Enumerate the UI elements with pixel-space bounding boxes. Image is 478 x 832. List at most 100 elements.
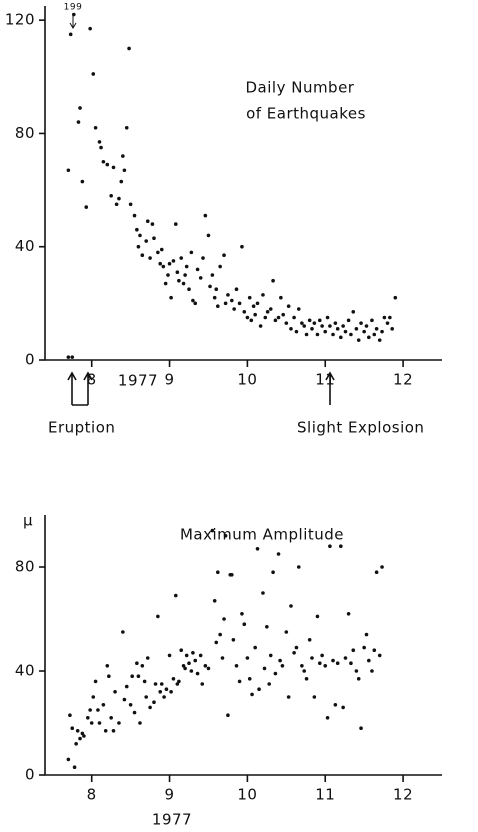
point — [66, 355, 71, 359]
point — [300, 664, 304, 668]
point — [323, 329, 328, 334]
point — [230, 573, 234, 577]
point — [374, 327, 379, 331]
point — [212, 599, 217, 603]
point — [380, 565, 384, 569]
point — [187, 661, 191, 665]
point — [136, 244, 141, 249]
point — [158, 261, 163, 266]
point — [223, 301, 228, 306]
point — [124, 125, 129, 130]
point — [284, 630, 289, 634]
point — [226, 293, 230, 297]
point — [93, 125, 98, 130]
point — [289, 604, 293, 608]
point — [382, 315, 387, 320]
point — [89, 721, 94, 725]
point — [208, 284, 212, 289]
point — [91, 72, 96, 76]
point — [242, 622, 247, 626]
point — [145, 656, 150, 660]
point — [333, 321, 338, 325]
point — [304, 677, 309, 681]
point — [144, 695, 148, 699]
point — [372, 332, 377, 337]
point — [140, 664, 145, 668]
point — [175, 682, 180, 686]
chart-title: of Earthquakes — [246, 105, 366, 123]
point — [117, 721, 121, 725]
point — [111, 729, 116, 733]
point — [132, 710, 137, 715]
point — [364, 324, 369, 328]
point — [124, 684, 129, 689]
y-tick-label: 80 — [15, 124, 35, 142]
point — [263, 315, 268, 320]
x-tick-label: 10 — [237, 371, 257, 389]
point — [99, 145, 103, 150]
point — [198, 276, 203, 280]
point — [247, 295, 252, 300]
point — [158, 690, 163, 694]
point — [218, 632, 222, 637]
point — [138, 721, 142, 725]
point — [315, 332, 320, 337]
x-tick-label: 9 — [165, 371, 175, 389]
point — [289, 327, 293, 331]
point — [152, 236, 156, 241]
point — [331, 658, 335, 663]
point — [232, 307, 236, 311]
point — [300, 321, 304, 325]
point — [127, 46, 131, 51]
point — [148, 705, 152, 710]
point — [206, 233, 211, 238]
point — [76, 120, 81, 124]
point — [183, 273, 187, 277]
point — [184, 653, 189, 658]
point — [339, 544, 343, 548]
point — [247, 677, 252, 681]
explosion-arrow — [325, 371, 335, 405]
x-tick-label: 12 — [393, 786, 413, 804]
point — [356, 677, 361, 681]
point — [101, 703, 106, 707]
point — [75, 729, 80, 733]
point — [245, 656, 250, 660]
point — [210, 273, 215, 277]
axes — [44, 6, 442, 361]
point — [253, 312, 257, 317]
point — [140, 253, 145, 258]
point — [78, 106, 82, 110]
point — [88, 708, 92, 712]
x-tick-label: 9 — [165, 786, 175, 804]
point — [121, 154, 125, 158]
point — [218, 264, 222, 269]
point — [177, 278, 181, 283]
point — [216, 570, 220, 574]
point — [359, 321, 363, 325]
point — [310, 656, 314, 660]
point — [335, 661, 340, 665]
point — [370, 318, 374, 323]
point — [181, 281, 186, 286]
point — [105, 664, 110, 668]
y-tick-label: 0 — [25, 351, 35, 369]
point — [296, 565, 301, 569]
point — [278, 658, 282, 663]
point — [279, 295, 283, 300]
point — [257, 687, 261, 691]
point — [296, 307, 301, 311]
point — [359, 726, 363, 730]
point — [304, 332, 309, 337]
x-tick-label: 12 — [393, 371, 413, 389]
point — [234, 287, 239, 292]
point — [163, 281, 168, 286]
point — [261, 591, 265, 595]
point — [255, 547, 260, 551]
point — [150, 222, 155, 226]
annotation: Slight Explosion — [297, 419, 424, 437]
point — [159, 247, 164, 252]
point — [255, 301, 260, 306]
point — [234, 664, 239, 668]
point — [156, 250, 160, 255]
